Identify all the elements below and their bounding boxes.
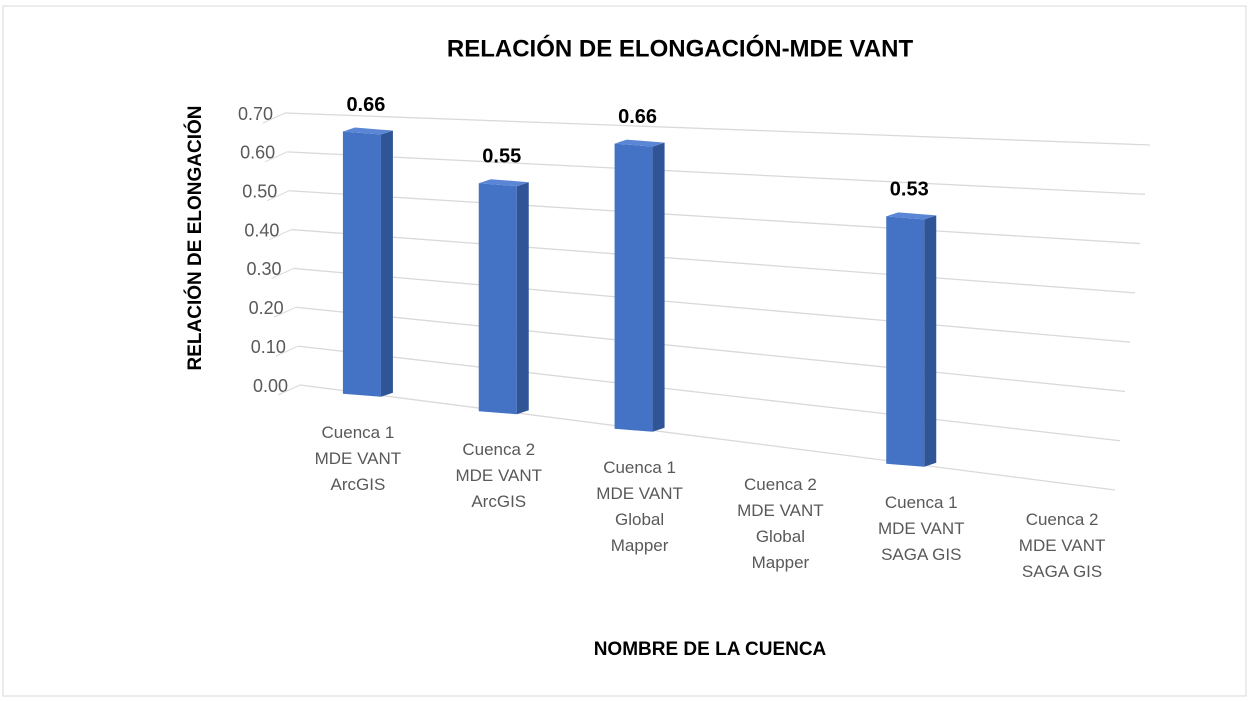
x-tick-label: Cuenca 1 MDE VANT SAGA GIS xyxy=(877,492,965,564)
data-label: 0.53 xyxy=(890,179,929,201)
tick-mark xyxy=(273,306,296,318)
bar-front xyxy=(342,131,381,397)
bar-top xyxy=(886,212,937,220)
tick-mark xyxy=(271,267,294,279)
bar-top xyxy=(342,127,393,135)
bar-side xyxy=(924,215,937,467)
data-label: 0.55 xyxy=(482,145,521,167)
x-tick-label: Cuenca 2 MDE VANT SAGA GIS xyxy=(1018,510,1106,582)
x-axis-title: NOMBRE DE LA CUENCA xyxy=(594,639,827,660)
tick-mark xyxy=(275,345,299,357)
x-tick-label: Cuenca 2 MDE VANT ArcGIS xyxy=(455,440,543,512)
bar-top xyxy=(478,179,529,187)
tick-mark xyxy=(269,229,292,241)
y-tick-label: 0.20 xyxy=(249,298,284,318)
bar-side xyxy=(516,182,529,415)
bar xyxy=(614,139,665,432)
bar xyxy=(478,179,529,415)
x-tick-label: Cuenca 2 MDE VANT Global Mapper xyxy=(737,475,824,573)
bar-front xyxy=(614,143,653,432)
y-tick-label: 0.60 xyxy=(240,143,275,163)
bar-front xyxy=(886,216,925,467)
grid-line xyxy=(287,151,1146,195)
chart-title: RELACIÓN DE ELONGACIÓN-MDE VANT xyxy=(447,34,914,62)
tick-mark xyxy=(262,112,286,124)
x-tick-label: Cuenca 1 MDE VANT ArcGIS xyxy=(314,422,402,494)
chart-border xyxy=(2,5,1247,697)
bar-side xyxy=(380,130,393,397)
y-tick-label: 0.00 xyxy=(253,376,288,396)
bar-side xyxy=(652,142,665,432)
tick-mark xyxy=(277,384,301,396)
data-label: 0.66 xyxy=(618,106,657,128)
bar-top xyxy=(614,139,665,147)
data-label: 0.66 xyxy=(346,94,385,116)
tick-mark xyxy=(264,151,288,163)
tick-mark xyxy=(267,190,290,202)
bar-front xyxy=(478,183,517,415)
bar xyxy=(886,212,937,467)
y-tick-label: 0.10 xyxy=(251,337,286,357)
grid-line xyxy=(297,345,1121,442)
grid-line xyxy=(289,190,1141,245)
grid-line xyxy=(293,267,1131,343)
grid-line xyxy=(299,384,1116,491)
bar xyxy=(342,127,393,397)
y-tick-label: 0.40 xyxy=(244,220,279,240)
grid-line xyxy=(284,112,1151,146)
y-axis-title: RELACIÓN DE ELONGACIÓN xyxy=(184,106,206,371)
y-tick-label: 0.30 xyxy=(247,259,282,279)
y-tick-label: 0.70 xyxy=(238,104,273,124)
grid-line xyxy=(291,228,1136,294)
grid-line xyxy=(295,306,1126,393)
y-tick-label: 0.50 xyxy=(242,181,277,201)
x-tick-label: Cuenca 1 MDE VANT Global Mapper xyxy=(596,457,683,555)
